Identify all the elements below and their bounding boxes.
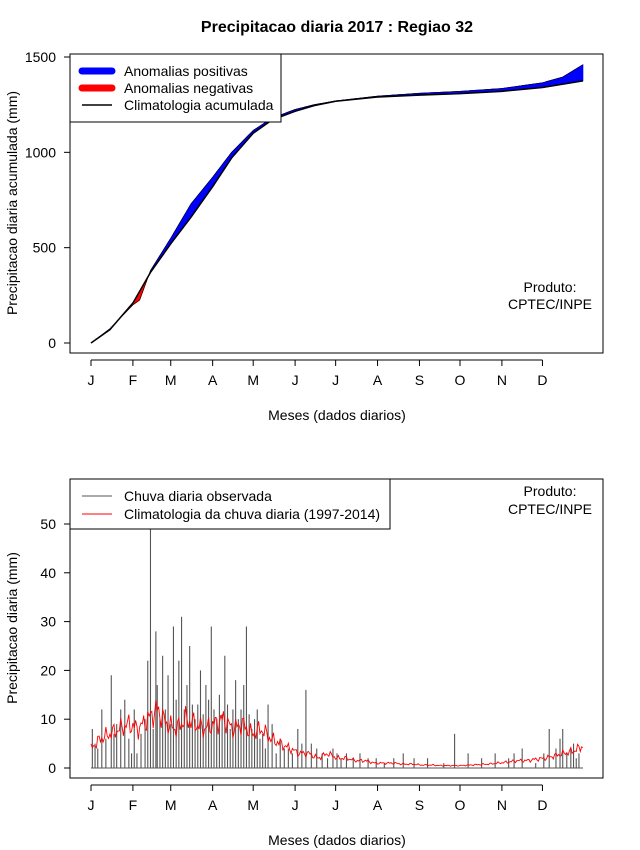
x-tick-label: D [537,372,547,388]
anomaly-fills [90,64,584,344]
bottom-x-axis-label: Meses (dados diarios) [268,832,406,848]
top-annotation-line1: Produto: [524,279,577,295]
y-tick-label: 500 [33,240,57,256]
bottom-y-axis: 0 10 20 30 40 50 [40,516,71,776]
x-tick-label: A [208,372,218,388]
climatology-daily-line [90,700,584,767]
bottom-annotation-line1: Produto: [524,483,577,499]
figure-title: Precipitacao diaria 2017 : Regiao 32 [201,19,473,36]
y-tick-label: 40 [40,565,56,581]
bottom-y-axis-label: Precipitacao diaria (mm) [4,552,20,704]
x-tick-label: N [497,372,507,388]
x-tick-label: D [537,797,547,813]
x-tick-label: M [165,797,177,813]
x-tick-label: A [373,797,383,813]
legend-label-climatology-daily: Climatologia da chuva diaria (1997-2014) [124,506,380,522]
x-tick-label: J [88,797,95,813]
y-tick-label: 30 [40,614,56,630]
daily-chart: 0 10 20 30 40 50 J F M A M J J A S O N D Meses (dados di… [4,478,604,848]
top-legend: Anomalias positivas Anomalias negativas … [69,53,282,123]
x-tick-label: F [129,372,138,388]
x-tick-label: M [247,372,259,388]
legend-label-positive: Anomalias positivas [124,63,248,79]
y-tick-label: 0 [48,335,56,351]
y-tick-label: 1500 [25,49,56,65]
x-tick-label: M [165,372,177,388]
y-tick-label: 10 [40,711,56,727]
x-tick-label: A [208,797,218,813]
x-tick-label: J [88,372,95,388]
x-tick-label: F [129,797,138,813]
x-tick-label: J [292,797,299,813]
top-y-axis-label: Precipitacao diaria acumulada (mm) [4,91,20,315]
x-tick-label: A [373,372,383,388]
top-x-axis-label: Meses (dados diarios) [268,407,406,423]
x-tick-label: O [455,372,466,388]
x-tick-label: O [455,797,466,813]
observed-daily-bars [91,524,583,769]
bottom-legend: Chuva diaria observada Climatologia da c… [69,478,391,530]
legend-label-observed: Chuva diaria observada [124,488,272,504]
legend-label-negative: Anomalias negativas [124,80,253,96]
y-tick-label: 0 [48,760,56,776]
x-tick-label: J [332,797,339,813]
x-tick-label: N [497,797,507,813]
anomaly-segment [581,64,584,82]
cumulative-chart: 0 500 1000 1500 J F M A M J J A S O N D Meses (dados d… [4,49,604,423]
legend-label-climatology: Climatologia acumulada [124,97,274,113]
x-tick-label: J [332,372,339,388]
y-tick-label: 20 [40,662,56,678]
y-tick-label: 50 [40,516,56,532]
bottom-annotation-line2: CPTEC/INPE [508,501,592,517]
x-tick-label: J [292,372,299,388]
x-tick-label: S [415,797,424,813]
x-tick-label: M [247,797,259,813]
top-annotation-line2: CPTEC/INPE [508,296,592,312]
top-y-axis: 0 500 1000 1500 [25,49,70,351]
x-tick-label: S [415,372,424,388]
y-tick-label: 1000 [25,144,56,160]
top-plot-frame [69,53,604,354]
bottom-legend-box [69,478,391,530]
